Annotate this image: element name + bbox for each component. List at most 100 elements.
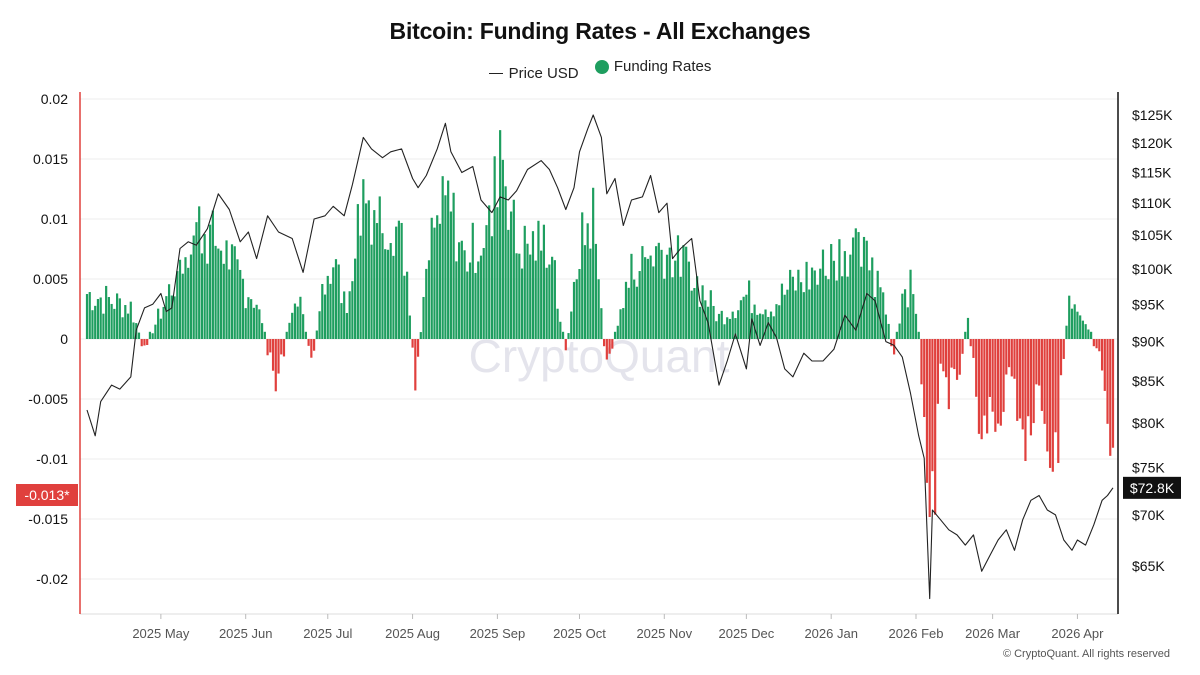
- funding-bar: [753, 304, 756, 339]
- left-tick-label: -0.015: [28, 511, 68, 527]
- funding-bar: [597, 279, 600, 339]
- funding-bar: [88, 292, 91, 339]
- funding-bar: [1002, 339, 1005, 412]
- funding-bar: [493, 156, 496, 339]
- funding-bar: [668, 247, 671, 339]
- x-tick-label: 2025 Jun: [219, 626, 273, 641]
- funding-bar: [1010, 339, 1013, 377]
- funding-bar: [832, 260, 836, 339]
- funding-bar: [641, 246, 644, 339]
- funding-bar: [572, 281, 576, 339]
- funding-bar: [1070, 308, 1074, 339]
- funding-bar: [767, 316, 770, 339]
- legend-item-price[interactable]: Price USD: [488, 64, 579, 82]
- funding-bar: [170, 295, 173, 339]
- funding-bar: [723, 324, 726, 339]
- funding-bar: [624, 281, 628, 339]
- funding-bar: [482, 248, 485, 339]
- funding-bar: [411, 339, 414, 348]
- right-tick-label: $115K: [1132, 165, 1172, 181]
- funding-bar: [999, 339, 1002, 426]
- funding-bar: [748, 280, 751, 339]
- funding-bar: [209, 224, 212, 339]
- funding-bar: [950, 339, 953, 368]
- legend: Price USD Funding Rates: [0, 58, 1200, 82]
- funding-bar: [140, 339, 143, 347]
- funding-bar: [468, 262, 472, 339]
- funding-bar: [846, 276, 849, 339]
- funding-bar: [107, 297, 110, 339]
- legend-item-funding[interactable]: Funding Rates: [594, 58, 711, 75]
- funding-bar: [824, 275, 827, 339]
- funding-bar: [455, 261, 458, 339]
- left-tick-label: -0.005: [28, 391, 68, 407]
- x-tick-label: 2025 Sep: [470, 626, 526, 641]
- funding-bar: [583, 245, 587, 339]
- funding-bar: [745, 294, 748, 339]
- funding-bar: [879, 287, 882, 339]
- funding-bar: [315, 330, 318, 339]
- funding-bar: [116, 293, 119, 339]
- funding-bar: [121, 317, 124, 339]
- funding-bar: [1016, 339, 1019, 421]
- funding-bar: [323, 294, 327, 339]
- funding-bar: [422, 296, 425, 339]
- funding-bar: [217, 248, 220, 339]
- funding-bar: [288, 322, 291, 339]
- funding-bar: [395, 226, 398, 339]
- funding-bar: [375, 223, 379, 339]
- funding-bar: [244, 308, 247, 339]
- funding-bar: [764, 309, 767, 339]
- left-tick-label: -0.02: [36, 571, 68, 587]
- funding-bar: [816, 284, 819, 339]
- funding-bar: [222, 263, 225, 339]
- funding-bar: [778, 305, 781, 339]
- funding-bar: [225, 240, 228, 339]
- funding-bar: [638, 271, 641, 339]
- funding-bar: [425, 268, 428, 339]
- funding-bar: [195, 222, 198, 339]
- funding-bar: [797, 269, 800, 339]
- funding-bar: [660, 249, 663, 339]
- funding-bar: [578, 269, 581, 339]
- funding-bar: [887, 323, 890, 339]
- funding-bar: [198, 206, 201, 339]
- price-line: [86, 114, 1114, 600]
- funding-bar: [931, 339, 934, 472]
- funding-bar: [690, 290, 693, 339]
- funding-bar: [758, 313, 762, 339]
- funding-bar: [318, 311, 321, 339]
- funding-bar: [942, 339, 945, 372]
- funding-bar: [1027, 339, 1030, 417]
- funding-bar: [726, 317, 729, 339]
- funding-bar: [654, 246, 658, 339]
- funding-bar: [85, 294, 89, 339]
- legend-label-price: Price USD: [508, 64, 579, 82]
- funding-bar: [761, 314, 764, 339]
- funding-bar: [334, 259, 338, 339]
- funding-bar: [564, 339, 567, 351]
- funding-bar: [307, 339, 310, 346]
- funding-bar: [712, 305, 715, 339]
- funding-bar: [996, 339, 1000, 424]
- funding-bar: [731, 311, 734, 339]
- x-tick-label: 2025 Oct: [553, 626, 606, 641]
- funding-bar: [1109, 339, 1112, 456]
- funding-bar: [1054, 339, 1057, 433]
- funding-bar: [271, 339, 275, 371]
- funding-bar: [676, 235, 680, 339]
- funding-bar: [485, 225, 488, 339]
- funding-bar: [802, 292, 805, 339]
- funding-bar: [501, 159, 504, 339]
- funding-bar: [925, 339, 929, 483]
- funding-bar: [652, 266, 655, 339]
- funding-bar: [392, 255, 395, 339]
- funding-bar: [406, 271, 409, 339]
- funding-bar: [189, 254, 193, 339]
- funding-bar: [693, 288, 696, 339]
- funding-bar: [1106, 339, 1109, 424]
- current-funding-badge: [16, 484, 78, 506]
- left-tick-label: -0.01: [36, 451, 68, 467]
- funding-bar: [813, 270, 816, 339]
